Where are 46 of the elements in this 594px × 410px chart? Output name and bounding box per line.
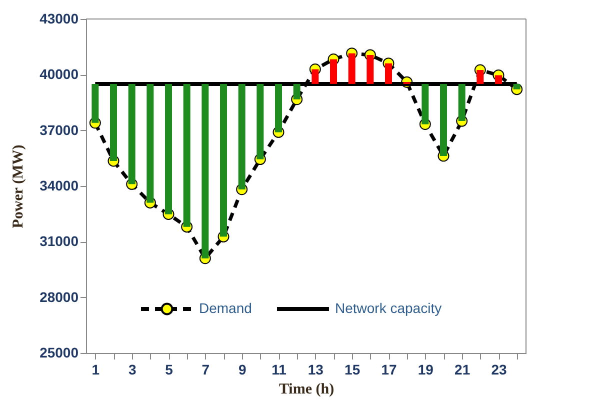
- bar: [202, 84, 209, 258]
- y-tick-label: 31000: [40, 233, 79, 250]
- bar: [495, 75, 502, 84]
- x-tick-label: 23: [491, 362, 507, 378]
- bar: [385, 63, 392, 84]
- y-tick-label: 43000: [40, 10, 79, 26]
- bar: [513, 84, 520, 90]
- legend-label: Network capacity: [335, 300, 442, 316]
- x-tick-label: 13: [308, 362, 324, 378]
- x-tick-label: 15: [344, 362, 360, 378]
- bar: [92, 84, 99, 123]
- y-tick-label: 28000: [40, 288, 79, 305]
- x-tick-label: 17: [381, 362, 397, 378]
- bar: [110, 84, 117, 161]
- bar: [238, 84, 246, 190]
- x-tick-label: 7: [202, 362, 210, 378]
- bar: [440, 84, 447, 156]
- bar: [476, 70, 484, 84]
- x-tick-label: 11: [272, 362, 287, 378]
- bar: [256, 84, 264, 160]
- x-tick-label: 19: [418, 362, 434, 378]
- x-tick-label: 1: [92, 362, 100, 378]
- x-axis-title: Time (h): [278, 382, 334, 398]
- bar: [458, 84, 466, 122]
- bar: [330, 59, 337, 84]
- y-tick-label: 25000: [40, 344, 79, 360]
- bar: [422, 84, 429, 124]
- x-tick-label: 3: [128, 362, 136, 378]
- bar: [312, 69, 319, 84]
- bar: [146, 84, 154, 203]
- y-tick-label: 40000: [40, 66, 79, 82]
- bar: [348, 53, 356, 84]
- x-tick-label: 21: [454, 362, 470, 378]
- x-tick-label: 5: [165, 362, 174, 378]
- y-axis-title: Power (MW): [10, 144, 27, 228]
- bar: [183, 84, 190, 227]
- y-tick-label: 34000: [40, 178, 79, 194]
- bar: [293, 84, 300, 100]
- bar: [366, 55, 374, 84]
- legend-label: Demand: [199, 300, 252, 316]
- bar: [275, 84, 282, 132]
- bar: [165, 84, 172, 214]
- bar: [128, 84, 136, 184]
- bar: [220, 84, 227, 237]
- x-tick-label: 9: [238, 362, 246, 378]
- y-tick-label: 37000: [40, 122, 79, 138]
